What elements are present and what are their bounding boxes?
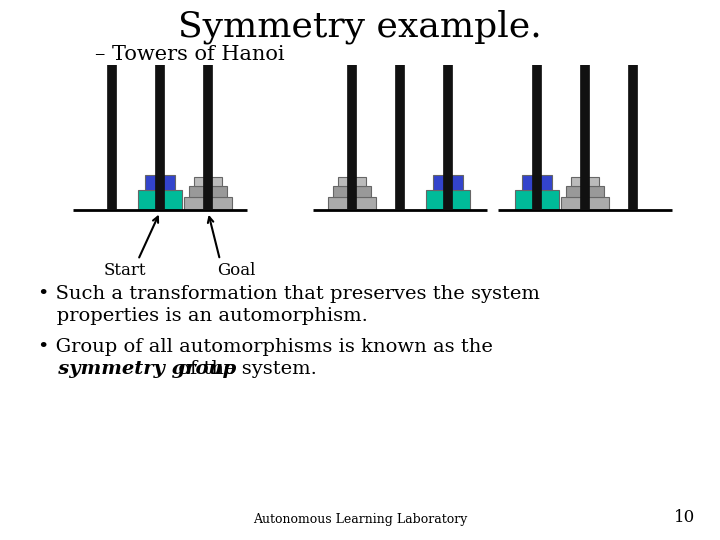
Text: Goal: Goal bbox=[217, 262, 255, 279]
Text: Symmetry example.: Symmetry example. bbox=[178, 10, 542, 44]
Text: properties is an automorphism.: properties is an automorphism. bbox=[38, 307, 368, 325]
Bar bbox=[561, 197, 609, 210]
Bar bbox=[194, 177, 222, 186]
Bar bbox=[338, 177, 366, 186]
Text: of the system.: of the system. bbox=[172, 360, 317, 378]
Bar bbox=[566, 186, 604, 197]
Bar bbox=[333, 186, 371, 197]
Bar bbox=[138, 190, 182, 210]
Bar bbox=[522, 175, 552, 190]
Bar bbox=[189, 186, 227, 197]
Bar bbox=[426, 190, 470, 210]
Text: – Towers of Hanoi: – Towers of Hanoi bbox=[95, 45, 284, 64]
Bar bbox=[328, 197, 376, 210]
Text: 10: 10 bbox=[674, 509, 695, 526]
Bar bbox=[184, 197, 232, 210]
Text: Autonomous Learning Laboratory: Autonomous Learning Laboratory bbox=[253, 513, 467, 526]
Bar bbox=[433, 175, 463, 190]
Bar bbox=[515, 190, 559, 210]
Text: • Such a transformation that preserves the system: • Such a transformation that preserves t… bbox=[38, 285, 540, 303]
Text: Start: Start bbox=[104, 262, 146, 279]
Text: symmetry group: symmetry group bbox=[38, 360, 236, 378]
Bar bbox=[571, 177, 599, 186]
Text: • Group of all automorphisms is known as the: • Group of all automorphisms is known as… bbox=[38, 338, 493, 356]
Bar bbox=[145, 175, 175, 190]
